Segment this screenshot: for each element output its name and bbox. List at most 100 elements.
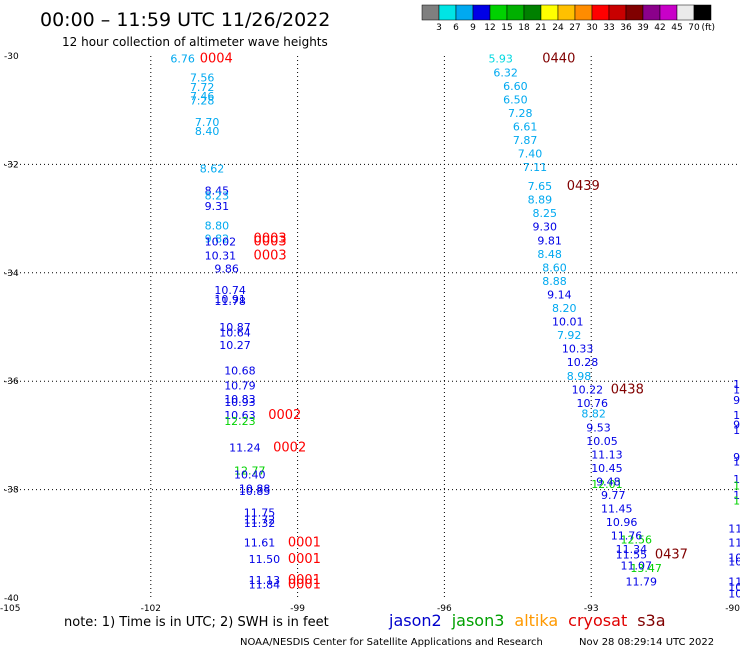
- data-point-jason3: 12.01: [591, 478, 623, 491]
- data-point-cryosat: 0004: [200, 52, 233, 67]
- data-point-altika: 11.79: [625, 576, 657, 589]
- data-point-jason2: 9.31: [205, 200, 230, 213]
- footer-credit: NOAA/NESDIS Center for Satellite Applica…: [240, 637, 543, 648]
- data-point-altika: 9.81: [537, 234, 562, 247]
- data-point-altika: 9.14: [547, 288, 572, 301]
- colorbar-swatch: [608, 4, 627, 21]
- data-point-jason2: 11.61: [244, 537, 275, 550]
- colorbar-swatch: [591, 4, 610, 21]
- legend-jason3: jason3: [451, 611, 505, 630]
- data-point-altika: 8.20: [552, 302, 577, 315]
- data-point-altika: 6.32: [493, 66, 518, 79]
- data-point-altika: 10.76: [577, 397, 609, 410]
- data-point-altika: 11.55: [616, 549, 648, 562]
- data-point-jason2: 11.50: [249, 553, 281, 566]
- x-tick-label: -90: [725, 604, 740, 614]
- y-tick-label: -32: [4, 160, 19, 170]
- colorbar-swatch: [421, 4, 440, 21]
- data-point-altika: 7.28: [508, 107, 532, 120]
- data-point-cryosat: 0001: [288, 536, 321, 551]
- data-point-s3a: 10.92: [728, 581, 740, 594]
- data-point-cryosat: 0002: [268, 408, 301, 423]
- data-point-jason2: 11.75: [244, 506, 275, 519]
- data-point-jason2: 7.70: [195, 116, 220, 129]
- y-tick-label: -40: [4, 594, 19, 604]
- y-tick-label: -30: [4, 52, 19, 62]
- data-point-altika: 10.33: [562, 343, 594, 356]
- data-point-cryosat: 0001: [288, 573, 321, 588]
- colorbar-label: 9: [470, 23, 476, 33]
- colorbar-swatch: [642, 4, 661, 21]
- data-point-jason2: 10.79: [224, 380, 256, 393]
- colorbar-label: 21: [535, 23, 546, 33]
- data-point-s3a: 10.3: [733, 424, 740, 437]
- data-point-s3a: 11.96: [728, 576, 740, 589]
- data-point-s3a: 11.36: [733, 489, 740, 502]
- data-point-s3a: 9.85: [733, 451, 740, 464]
- x-tick-label: -105: [0, 604, 20, 614]
- data-point-jason2: 10.68: [224, 364, 256, 377]
- data-point-jason2: 11.78: [214, 295, 246, 308]
- data-point-jason2: 10.74: [214, 284, 246, 297]
- data-point-jason2: 8.62: [200, 163, 225, 176]
- colorbar-swatch: [693, 4, 712, 21]
- data-point-altika: 6.60: [503, 80, 528, 93]
- data-point-altika: 7.87: [513, 134, 538, 147]
- data-point-altika: 7.65: [528, 180, 553, 193]
- data-point-s3a: 0438: [611, 382, 644, 397]
- colorbar-label: 18: [518, 23, 530, 33]
- data-point-altika: 9.48: [596, 475, 621, 488]
- colorbar-swatch: [574, 4, 593, 21]
- data-point-altika: 8.89: [528, 194, 553, 207]
- data-point-jason2: 11.32: [244, 517, 275, 530]
- data-point-s3a: 12.26: [733, 479, 740, 492]
- data-point-altika: 8.48: [537, 248, 562, 261]
- legend-jason2: jason2: [388, 611, 442, 630]
- data-point-altika: 10.05: [586, 435, 618, 448]
- footer: note: 1) Time is in UTC; 2) SWH is in fe…: [64, 611, 714, 648]
- data-point-s3a: 10.11: [728, 551, 740, 564]
- data-point-jason2: 10.83: [224, 393, 256, 406]
- data-point-jason2: 7.72: [190, 81, 215, 94]
- data-point-altika: 11.13: [591, 448, 623, 461]
- data-point-jason2: 10.93: [224, 396, 256, 409]
- data-point-jason2: 9.82: [205, 233, 230, 246]
- x-tick-label: -93: [584, 604, 599, 614]
- data-point-altika: 10.96: [606, 516, 638, 529]
- colorbar-swatch: [455, 4, 474, 21]
- colorbar-label: 30: [586, 23, 598, 33]
- colorbar-swatch: [506, 4, 525, 21]
- data-point-jason2: 10.85: [239, 485, 271, 498]
- colorbar-label: 70: [688, 23, 700, 33]
- data-point-cryosat: 0003: [254, 234, 287, 249]
- data-point-jason2: 11.24: [229, 441, 260, 454]
- data-point-s3a: 10.0: [733, 455, 740, 468]
- data-point-s3a: 11.35: [733, 473, 740, 486]
- data-point-jason2: 10.88: [239, 483, 271, 496]
- data-point-jason2: 11.84: [249, 578, 281, 591]
- data-point-jason2: 10.91: [214, 293, 246, 306]
- data-point-jason2: 10.63: [224, 409, 256, 422]
- data-point-altika: 9.77: [601, 489, 626, 502]
- data-point-s3a: 10.6: [733, 409, 740, 422]
- colorbar-swatch: [540, 4, 559, 21]
- y-tick-label: -38: [4, 486, 19, 496]
- data-point-altika: 6.50: [503, 93, 528, 106]
- data-point-altika: 11.07: [621, 559, 653, 572]
- legend: jason2 jason3 altika cryosat s3a: [388, 611, 666, 630]
- data-point-altika: 8.98: [567, 370, 592, 383]
- data-point-altika: 6.61: [513, 120, 538, 133]
- colorbar-label: 6: [453, 23, 459, 33]
- x-tick-label: -102: [141, 604, 161, 614]
- colorbar-label: 36: [620, 23, 632, 33]
- data-point-altika: 7.40: [518, 148, 543, 161]
- data-point-cryosat: 0002: [273, 440, 306, 455]
- header: 00:00 – 11:59 UTC 11/26/2022 12 hour col…: [40, 9, 330, 49]
- data-point-s3a: 9.4: [733, 419, 740, 432]
- data-point-altika: 11.45: [601, 503, 633, 516]
- colorbar-label: 27: [569, 23, 580, 33]
- data-point-s3a: 11.55: [728, 537, 740, 550]
- data-point-altika: 10.28: [567, 356, 599, 369]
- colorbar-label: 24: [552, 23, 564, 33]
